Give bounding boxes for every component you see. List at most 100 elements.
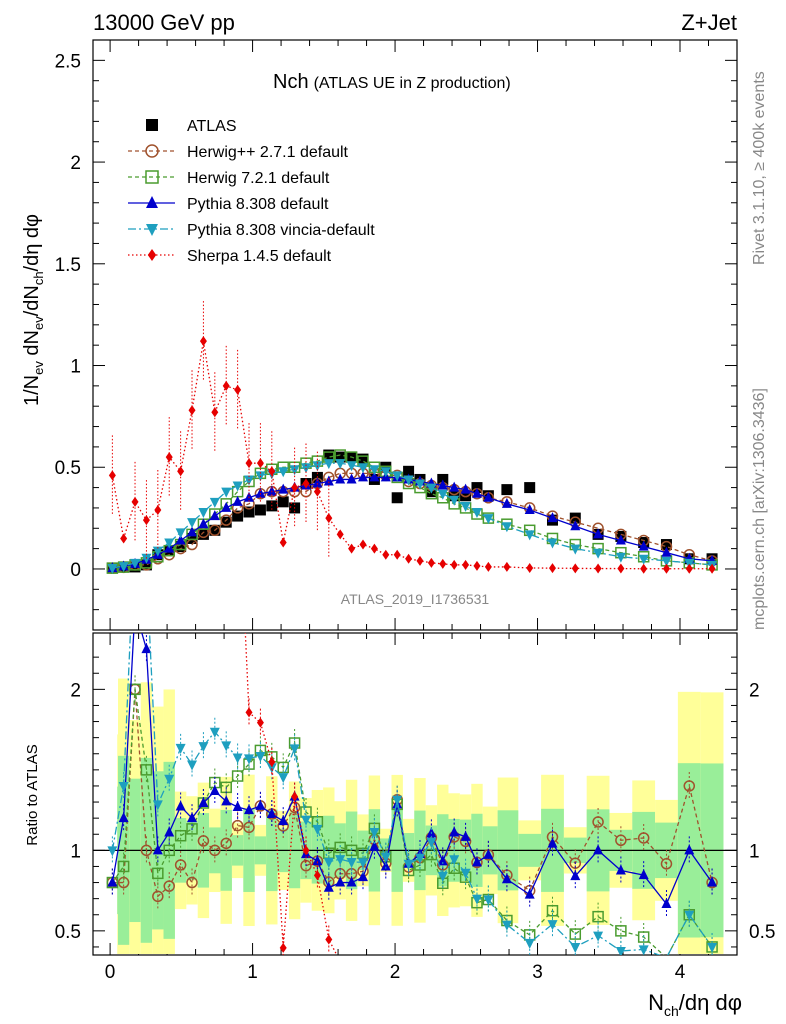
data-point [569,512,581,524]
data-point [323,857,334,868]
data-point [141,643,152,654]
data-point [707,876,718,887]
data-point [211,407,219,418]
data-point [232,753,243,764]
data-point [357,463,368,474]
ratio-y-tick-label: 2 [70,680,81,701]
data-point [323,459,334,470]
data-point [345,844,358,857]
series-5 [108,301,716,574]
data-point [571,563,579,574]
data-point [346,461,357,472]
data-point [437,479,448,490]
data-point [256,458,264,469]
data-point [524,938,535,949]
data-point [346,473,357,484]
data-point [403,475,414,486]
data-point [234,384,242,395]
data-point [152,844,163,855]
series-line [111,340,713,570]
data-point [501,522,512,533]
data-point [145,170,159,184]
data-point [524,503,535,514]
data-point [312,855,323,866]
data-point [268,466,276,477]
ratio-y-tick-label-right: 2 [749,680,760,701]
data-point [357,471,368,482]
data-point [231,819,244,832]
data-point [145,144,159,158]
legend-label-2: Herwig 7.2.1 default [187,170,330,187]
ratio-series-4 [107,633,718,955]
x-tick-label: 0 [105,962,116,983]
data-point [617,563,625,574]
data-point [152,890,164,903]
data-point [335,459,346,470]
main-panel: 0 1 2 3 4 0 0.5 1 1.5 2 2.5 [55,39,738,983]
data-point [220,514,232,526]
chart-title: Nch (ATLAS UE in Z production) [273,71,511,93]
data-point [637,832,650,844]
data-point [437,473,449,485]
ratio-y-axis-label: Ratio to ATLAS [24,744,41,845]
data-point [593,528,604,539]
data-point [592,816,604,828]
data-point [146,119,158,131]
data-point [707,942,718,953]
data-point [323,881,334,892]
data-point [175,541,187,553]
data-point [437,489,448,500]
data-point [164,538,175,549]
data-point [661,898,672,909]
data-point [437,871,448,882]
data-point [140,559,152,571]
data-point [359,539,367,550]
data-point [524,888,535,899]
data-point [708,563,716,574]
data-point [222,380,230,391]
mcplots-reference-label: mcplots.cern.ch [arXiv:1306.3436] [751,388,768,630]
process-label: Z+Jet [681,10,737,35]
data-point [209,510,220,521]
data-point [483,895,494,906]
data-point [661,556,672,567]
data-point [209,785,220,796]
data-point [198,508,209,518]
data-point [221,795,232,806]
data-point [449,826,460,837]
data-point [221,741,232,752]
data-point [118,562,129,573]
data-point [570,942,581,953]
data-point [266,807,277,818]
data-point [380,467,391,478]
data-point [289,465,300,476]
data-point [526,562,534,573]
data-point [291,482,299,493]
legend: ATLAS Herwig++ 2.7.1 default Herwig 7.2.1 … [128,118,375,265]
data-point [108,470,116,481]
data-point [232,510,244,522]
data-point [278,483,289,494]
data-point [175,800,186,811]
data-point [426,483,437,494]
data-point [278,815,289,826]
data-point [439,558,447,569]
data-point [120,533,128,544]
data-point [197,835,210,847]
data-point [501,873,512,884]
data-point [107,876,118,887]
data-point [380,860,391,871]
data-point [291,791,299,802]
data-point [357,453,369,465]
data-point [638,869,649,880]
data-point [186,823,198,835]
data-point [187,812,198,823]
data-point [174,829,187,842]
data-point [117,860,130,873]
data-point [357,858,368,869]
data-point [685,563,693,574]
data-point [448,490,460,502]
data-point [279,942,287,953]
data-point [547,512,558,523]
data-point [570,870,581,881]
